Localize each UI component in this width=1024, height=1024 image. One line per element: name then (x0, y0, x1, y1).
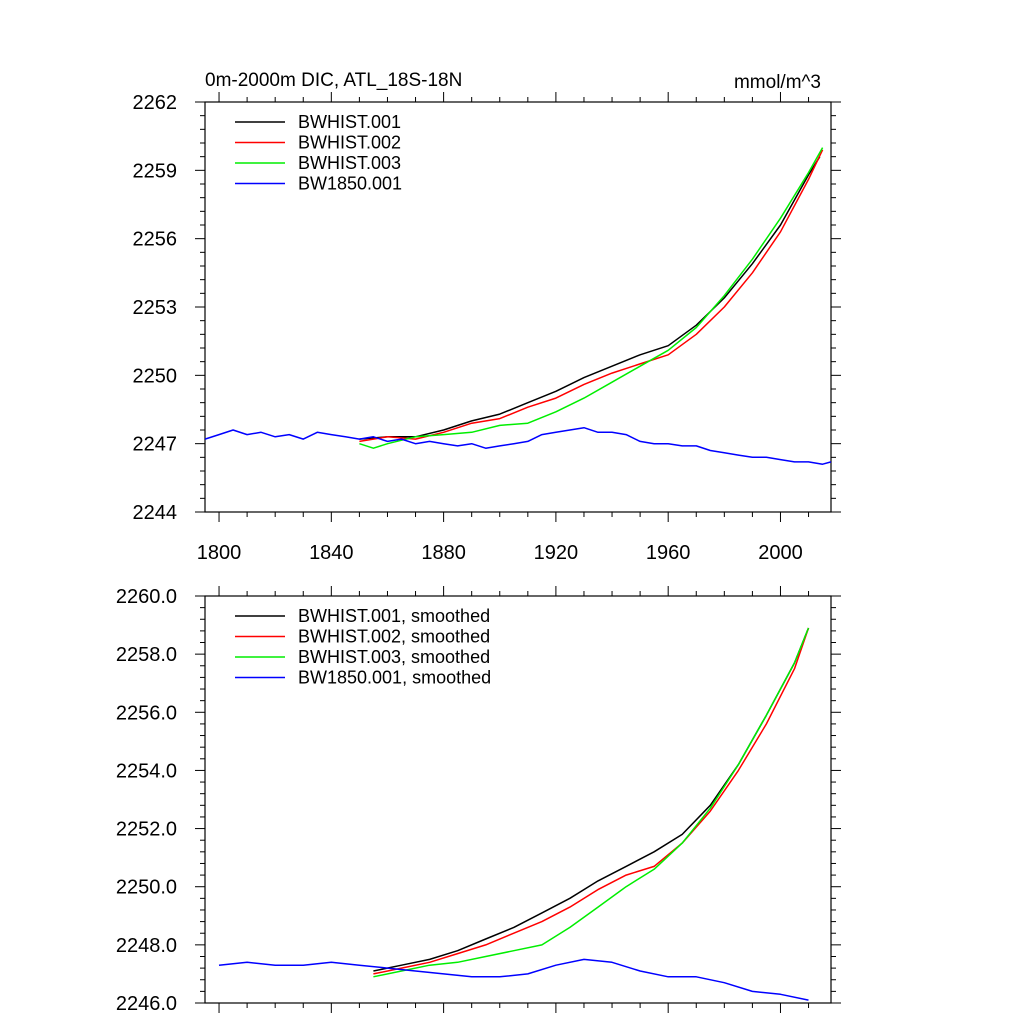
series-line-4 (204, 426, 832, 465)
legend-label: BW1850.001, smoothed (298, 668, 491, 688)
x-tick-label: 1880 (421, 542, 466, 564)
y-tick-label: 2254.0 (116, 760, 177, 782)
legend-label: BWHIST.003, smoothed (298, 647, 490, 667)
y-tick-label: 2246.0 (116, 993, 177, 1015)
x-tick-label: 1840 (309, 542, 354, 564)
series-line-3 (359, 147, 824, 449)
y-tick-label: 2247 (133, 434, 178, 456)
y-tick-label: 2262 (133, 92, 178, 114)
series-line-1 (359, 156, 821, 440)
y-tick-label: 2250.0 (116, 877, 177, 899)
legend-label: BWHIST.002, smoothed (298, 627, 490, 647)
y-tick-label: 2253 (133, 297, 178, 319)
y-tick-label: 2256.0 (116, 702, 177, 724)
series-line-2 (373, 627, 810, 975)
legend-label: BWHIST.003 (298, 153, 401, 173)
y-tick-label: 2260.0 (116, 586, 177, 608)
plot-frame (204, 595, 832, 1004)
series-line-2 (359, 149, 824, 443)
legend-label: BWHIST.001 (298, 112, 401, 132)
legend-label: BWHIST.002 (298, 133, 401, 153)
units-label: mmol/m^3 (734, 72, 821, 93)
series-line-3 (373, 627, 810, 978)
x-tick-label: 1960 (646, 542, 691, 564)
y-tick-label: 2250 (133, 365, 178, 387)
legend-label: BW1850.001 (298, 174, 402, 194)
x-tick-label: 2000 (758, 542, 803, 564)
chart-panel-2: 2246.0 2248.0 2250.0 2252.0 2254.0 2256.0 2258… (116, 586, 841, 1015)
x-tick-label: 1800 (197, 542, 242, 564)
y-tick-label: 2256 (133, 229, 178, 251)
chart-panel-1: 2244 2247 2250 2253 2256 2259 2262 1800 1840 1880… (133, 70, 841, 564)
y-tick-label: 2258.0 (116, 644, 177, 666)
x-tick-label: 1920 (534, 542, 579, 564)
y-tick-label: 2259 (133, 160, 178, 182)
chart-title: 0m-2000m DIC, ATL_18S-18N (205, 70, 462, 91)
y-tick-label: 2252.0 (116, 819, 177, 841)
series-line-4 (218, 958, 809, 1001)
y-tick-label: 2244 (133, 502, 178, 524)
y-tick-label: 2248.0 (116, 935, 177, 957)
legend-label: BWHIST.001, smoothed (298, 606, 490, 626)
